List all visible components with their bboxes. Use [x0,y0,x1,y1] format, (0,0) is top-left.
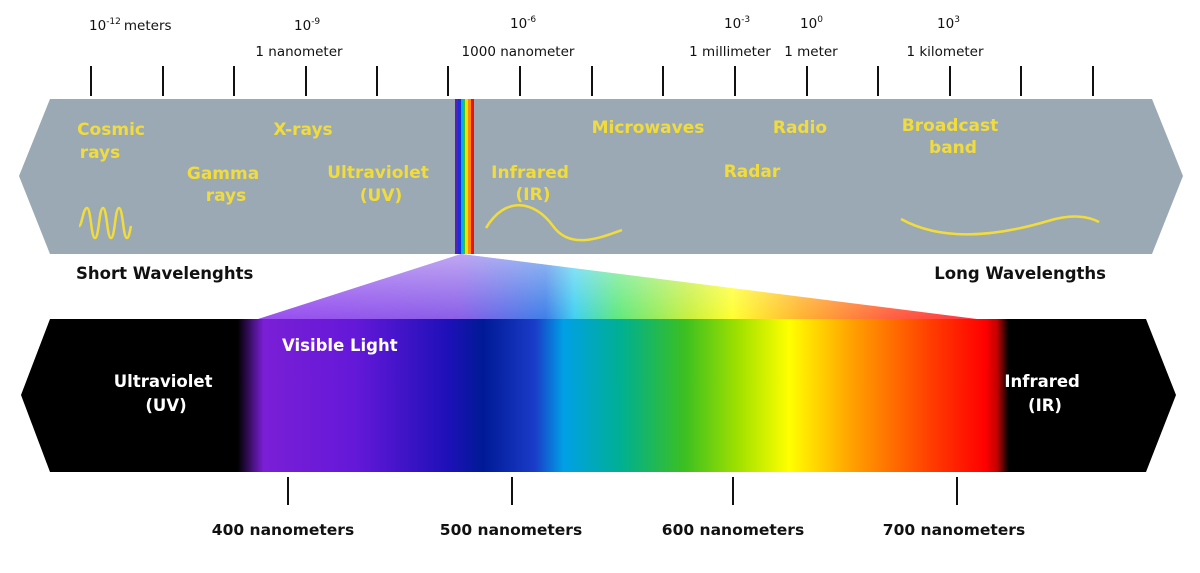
strip-blue [458,99,461,254]
nm-label-400: 400 nanometers [212,521,354,539]
long-wavelengths-label: Long Wavelengths [934,264,1106,283]
medium-wave-icon [484,204,623,242]
strip-orange [468,99,471,254]
band-label-x-rays: X-rays [273,120,332,140]
em-spectrum-band: Cosmic rays Gamma rays X-rays Ultraviole… [19,99,1183,254]
band-label-cosmic-rays: Cosmic rays [77,120,151,163]
scale-label-1e3: 1 kilometer [906,44,984,60]
scale-exp-1e0: 100 [800,15,823,32]
visible-spectrum-bar: Visible Light Ultraviolet (UV) Infrared … [21,319,1176,472]
nm-label-700: 700 nanometers [883,521,1025,539]
scale-ticks [90,66,1094,96]
strip-yellow [465,99,468,254]
nm-label-600: 600 nanometers [662,521,804,539]
spectrum-bar-shape [21,319,1176,472]
scale-label-1e-6: 1000 nanometer [462,44,575,60]
band-label-ultraviolet: Ultraviolet (UV) [327,163,435,206]
band-label-radio: Radio [773,118,827,138]
short-wave-icon [78,206,133,240]
scale-exp-1e-6: 10-6 [510,15,536,32]
strip-cyan [461,99,463,254]
scale-exp-1e3: 103 [937,15,960,32]
long-wave-icon [900,215,1100,236]
spectrum-uv-label: Ultraviolet (UV) [114,372,218,415]
spectrum-ir-label: Infrared (IR) [1004,372,1085,415]
short-wavelengths-label: Short Wavelenghts [76,264,253,283]
nanometer-scale: 400 nanometers 500 nanometers 600 nanome… [212,477,1025,539]
strip-green [463,99,465,254]
visible-light-label: Visible Light [282,336,398,355]
wavelength-scale: 10-12 meters 10-9 1 nanometer 10-6 1000 n… [89,15,1094,96]
em-band-shape [19,99,1183,254]
band-label-infrared: Infrared (IR) [491,163,575,205]
band-label-gamma-rays: Gamma rays [187,164,265,206]
band-label-broadcast-band: Broadcast band [902,116,1004,158]
fan-highlight [258,254,977,319]
visible-fan [258,254,977,319]
band-label-microwaves: Microwaves [592,118,705,138]
scale-label-1e-12: 10-12 meters [89,17,172,34]
strip-violet [455,99,458,254]
scale-label-1e0: 1 meter [784,44,838,60]
nm-label-500: 500 nanometers [440,521,582,539]
scale-exp-1e-9: 10-9 [294,17,320,34]
scale-label-1e-3: 1 millimeter [689,44,771,60]
visible-rainbow-strip [455,99,474,254]
band-label-radar: Radar [724,162,781,182]
scale-label-1e-9: 1 nanometer [255,44,343,60]
strip-red [471,99,474,254]
scale-exp-1e-3: 10-3 [724,15,750,32]
